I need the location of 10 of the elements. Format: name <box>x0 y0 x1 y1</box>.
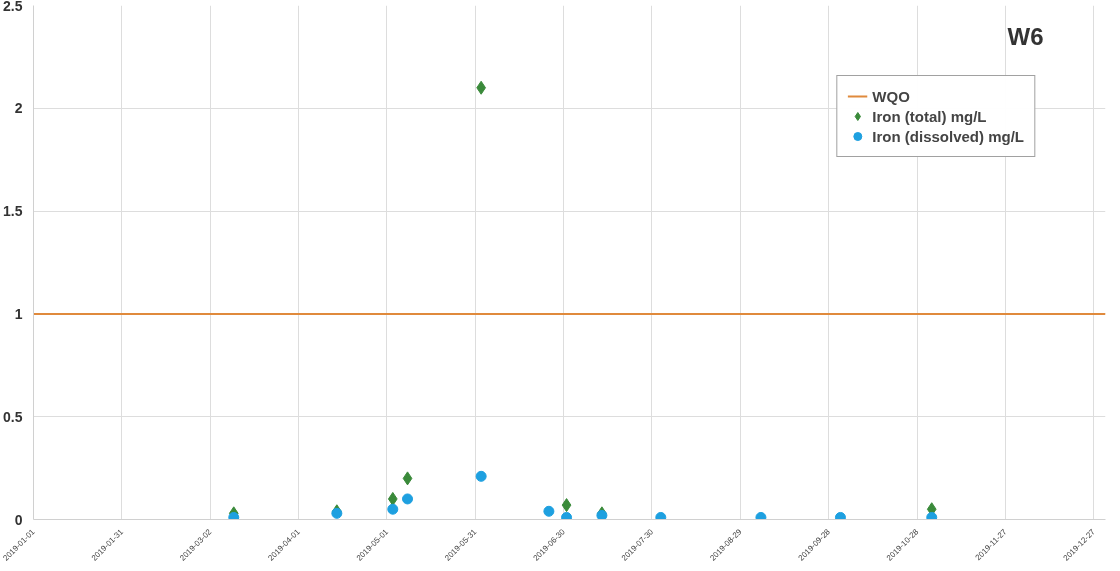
legend-label: WQO <box>872 87 910 105</box>
y-tick-label: 0 <box>14 511 23 528</box>
legend-label: Iron (total) mg/L <box>872 107 987 125</box>
y-tick-label: 0.5 <box>3 408 23 425</box>
y-tick-label: 2.5 <box>3 0 23 14</box>
y-tick-label: 1.5 <box>3 203 23 220</box>
y-tick-label: 1 <box>14 305 23 322</box>
text: W6 <box>1007 22 1044 50</box>
y-tick-label: 2 <box>14 100 23 117</box>
legend-label: Iron (dissolved) mg/L <box>872 127 1024 145</box>
